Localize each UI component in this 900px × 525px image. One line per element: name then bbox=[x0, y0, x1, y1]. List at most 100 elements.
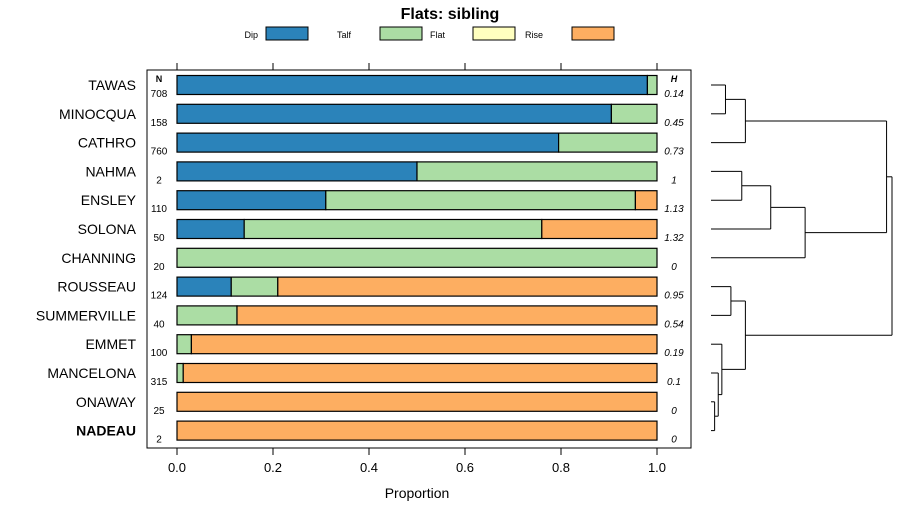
bar-row-channing bbox=[176, 247, 658, 268]
bar-segment-talf bbox=[176, 362, 184, 384]
legend: Dip Talf Flat Rise bbox=[244, 26, 615, 41]
row-label-emmet: EMMET bbox=[85, 336, 136, 352]
bar-segment-talf bbox=[610, 103, 658, 124]
row-label-mancelona: MANCELONA bbox=[47, 365, 136, 381]
n-value: 25 bbox=[153, 406, 165, 417]
bar-segment-talf bbox=[230, 276, 279, 297]
bar-segment-talf bbox=[646, 74, 658, 96]
row-label-nadeau: NADEAU bbox=[76, 423, 136, 439]
bar-segment-dip bbox=[176, 132, 560, 153]
bar-segment-talf bbox=[176, 334, 192, 355]
bar-segment-talf bbox=[176, 247, 658, 268]
h-labels: 0.14 0.45 0.73 1 1.13 1.32 0 0.95 0.54 0.19 0.1 0 0 bbox=[664, 89, 684, 446]
h-value: 1 bbox=[671, 175, 677, 186]
bar-row-emmet bbox=[176, 334, 658, 355]
h-value: 0 bbox=[671, 262, 677, 273]
bar-segment-dip bbox=[176, 218, 245, 240]
chart-title: Flats: sibling bbox=[401, 6, 500, 23]
h-value: 0.14 bbox=[664, 89, 684, 100]
bar-row-mancelona bbox=[176, 362, 658, 384]
bar-segment-dip bbox=[176, 103, 612, 124]
legend-swatch-rise bbox=[571, 26, 615, 41]
bar-segment-rise bbox=[176, 391, 658, 412]
bar-segment-talf bbox=[557, 132, 658, 153]
bar-row-tawas bbox=[176, 74, 658, 96]
bar-segment-dip bbox=[176, 74, 648, 96]
n-value: 158 bbox=[151, 118, 168, 129]
bar-segment-rise bbox=[190, 334, 658, 355]
bar-segment-rise bbox=[236, 305, 658, 326]
n-value: 50 bbox=[153, 233, 165, 244]
row-label-summerville: SUMMERVILLE bbox=[36, 307, 136, 323]
x-tick-label: 0.2 bbox=[264, 460, 282, 475]
h-value: 0.73 bbox=[664, 147, 684, 158]
row-label-solona: SOLONA bbox=[78, 221, 137, 237]
bar-segment-rise bbox=[277, 276, 658, 297]
h-header: H bbox=[671, 74, 678, 84]
row-label-rousseau: ROUSSEAU bbox=[57, 279, 136, 295]
bar-row-cathro bbox=[176, 132, 658, 153]
x-tick-label: 0.0 bbox=[168, 460, 186, 475]
n-value: 110 bbox=[151, 204, 167, 215]
bar-segment-talf bbox=[416, 161, 658, 182]
bar-row-onaway bbox=[176, 391, 658, 412]
dendrogram bbox=[711, 84, 893, 432]
row-label-nahma: NAHMA bbox=[85, 163, 136, 179]
h-value: 0 bbox=[671, 406, 677, 417]
x-tick-label: 0.4 bbox=[360, 460, 378, 475]
legend-label-rise: Rise bbox=[525, 30, 543, 40]
bar-row-nahma bbox=[176, 161, 658, 182]
bar-segment-dip bbox=[176, 276, 232, 297]
row-label-ensley: ENSLEY bbox=[81, 192, 137, 208]
plot-frame bbox=[146, 69, 692, 449]
bar-segment-talf bbox=[176, 305, 238, 326]
n-value: 40 bbox=[153, 319, 165, 330]
h-value: 0.54 bbox=[664, 319, 684, 330]
row-label-onaway: ONAWAY bbox=[76, 394, 137, 410]
n-value: 708 bbox=[151, 89, 168, 100]
legend-label-flat: Flat bbox=[430, 30, 446, 40]
bar-segment-dip bbox=[176, 190, 327, 211]
bar-segment-rise bbox=[541, 218, 658, 240]
n-value: 315 bbox=[151, 377, 168, 388]
h-value: 0.1 bbox=[667, 377, 681, 388]
bar-row-ensley bbox=[176, 190, 658, 211]
bar-segment-dip bbox=[176, 161, 418, 182]
bar-segment-rise bbox=[182, 362, 658, 384]
row-label-cathro: CATHRO bbox=[78, 135, 136, 151]
n-value: 20 bbox=[153, 262, 165, 273]
n-value: 124 bbox=[151, 291, 168, 302]
h-value: 0.19 bbox=[664, 348, 684, 359]
legend-swatch-dip bbox=[265, 26, 309, 41]
h-value: 0 bbox=[671, 435, 677, 446]
n-value: 2 bbox=[156, 435, 162, 446]
row-label-channing: CHANNING bbox=[61, 250, 136, 266]
n-labels: 708 158 760 2 110 50 20 124 40 100 315 25 2 bbox=[151, 89, 168, 446]
bar-row-minocqua bbox=[176, 103, 658, 124]
x-axis: 0.0 0.2 0.4 0.6 0.8 1.0 bbox=[168, 448, 666, 475]
legend-swatch-talf bbox=[379, 26, 423, 41]
legend-label-dip: Dip bbox=[244, 30, 258, 40]
n-value: 760 bbox=[151, 147, 168, 158]
h-value: 1.13 bbox=[664, 204, 684, 215]
h-value: 1.32 bbox=[664, 233, 684, 244]
row-label-minocqua: MINOCQUA bbox=[59, 106, 137, 122]
h-value: 0.95 bbox=[664, 291, 684, 302]
legend-label-talf: Talf bbox=[337, 30, 352, 40]
x-tick-label: 0.6 bbox=[456, 460, 474, 475]
x-axis-label: Proportion bbox=[385, 485, 450, 501]
h-value: 0.45 bbox=[664, 118, 684, 129]
legend-swatch-flat bbox=[472, 26, 516, 41]
bar-segment-rise bbox=[634, 190, 658, 211]
x-tick-label: 1.0 bbox=[648, 460, 666, 475]
n-value: 100 bbox=[151, 348, 168, 359]
bar-segment-rise bbox=[176, 420, 658, 441]
row-label-tawas: TAWAS bbox=[88, 77, 136, 93]
row-labels: TAWAS MINOCQUA CATHRO NAHMA ENSLEY SOLONA CHAN… bbox=[36, 77, 137, 439]
n-value: 2 bbox=[156, 175, 162, 186]
x-tick-label: 0.8 bbox=[552, 460, 570, 475]
bar-row-rousseau bbox=[176, 276, 658, 297]
bar-segment-talf bbox=[325, 190, 636, 211]
